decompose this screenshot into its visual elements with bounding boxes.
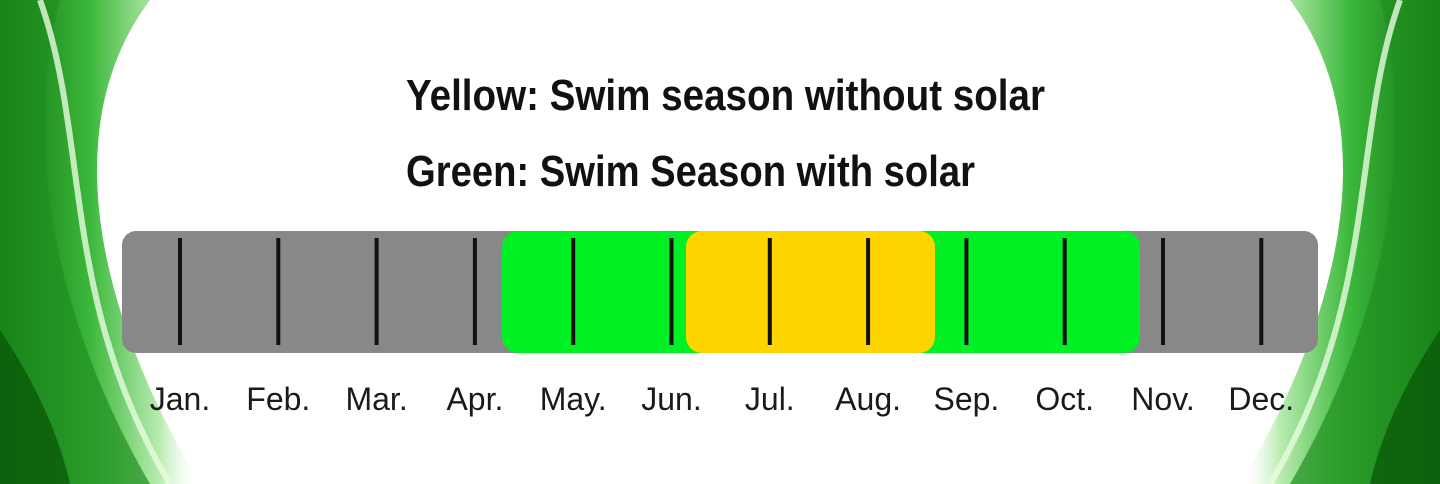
month-label: Mar.	[345, 381, 407, 417]
month-label: Apr.	[446, 381, 503, 417]
months: Jan. Feb. Mar. Apr. May. Jun. Jul. Aug. Sep. Oct.…	[150, 238, 1294, 417]
month-label: Jul.	[745, 381, 795, 417]
right-swoosh	[1240, 0, 1440, 484]
left-swoosh	[0, 0, 200, 484]
month-label: Sep.	[933, 381, 999, 417]
month-label: May.	[540, 381, 607, 417]
month-label: Dec.	[1228, 381, 1294, 417]
month-label: Oct.	[1035, 381, 1094, 417]
legend-yellow: Yellow: Swim season without solar	[406, 71, 1045, 120]
month-label: Nov.	[1131, 381, 1194, 417]
month-label: Feb.	[246, 381, 310, 417]
season-bar	[122, 231, 1318, 353]
month-label: Jun.	[641, 381, 701, 417]
no-solar-season	[686, 231, 935, 353]
legend-green: Green: Swim Season with solar	[406, 147, 975, 196]
month-label: Aug.	[835, 381, 901, 417]
month-label: Jan.	[150, 381, 210, 417]
